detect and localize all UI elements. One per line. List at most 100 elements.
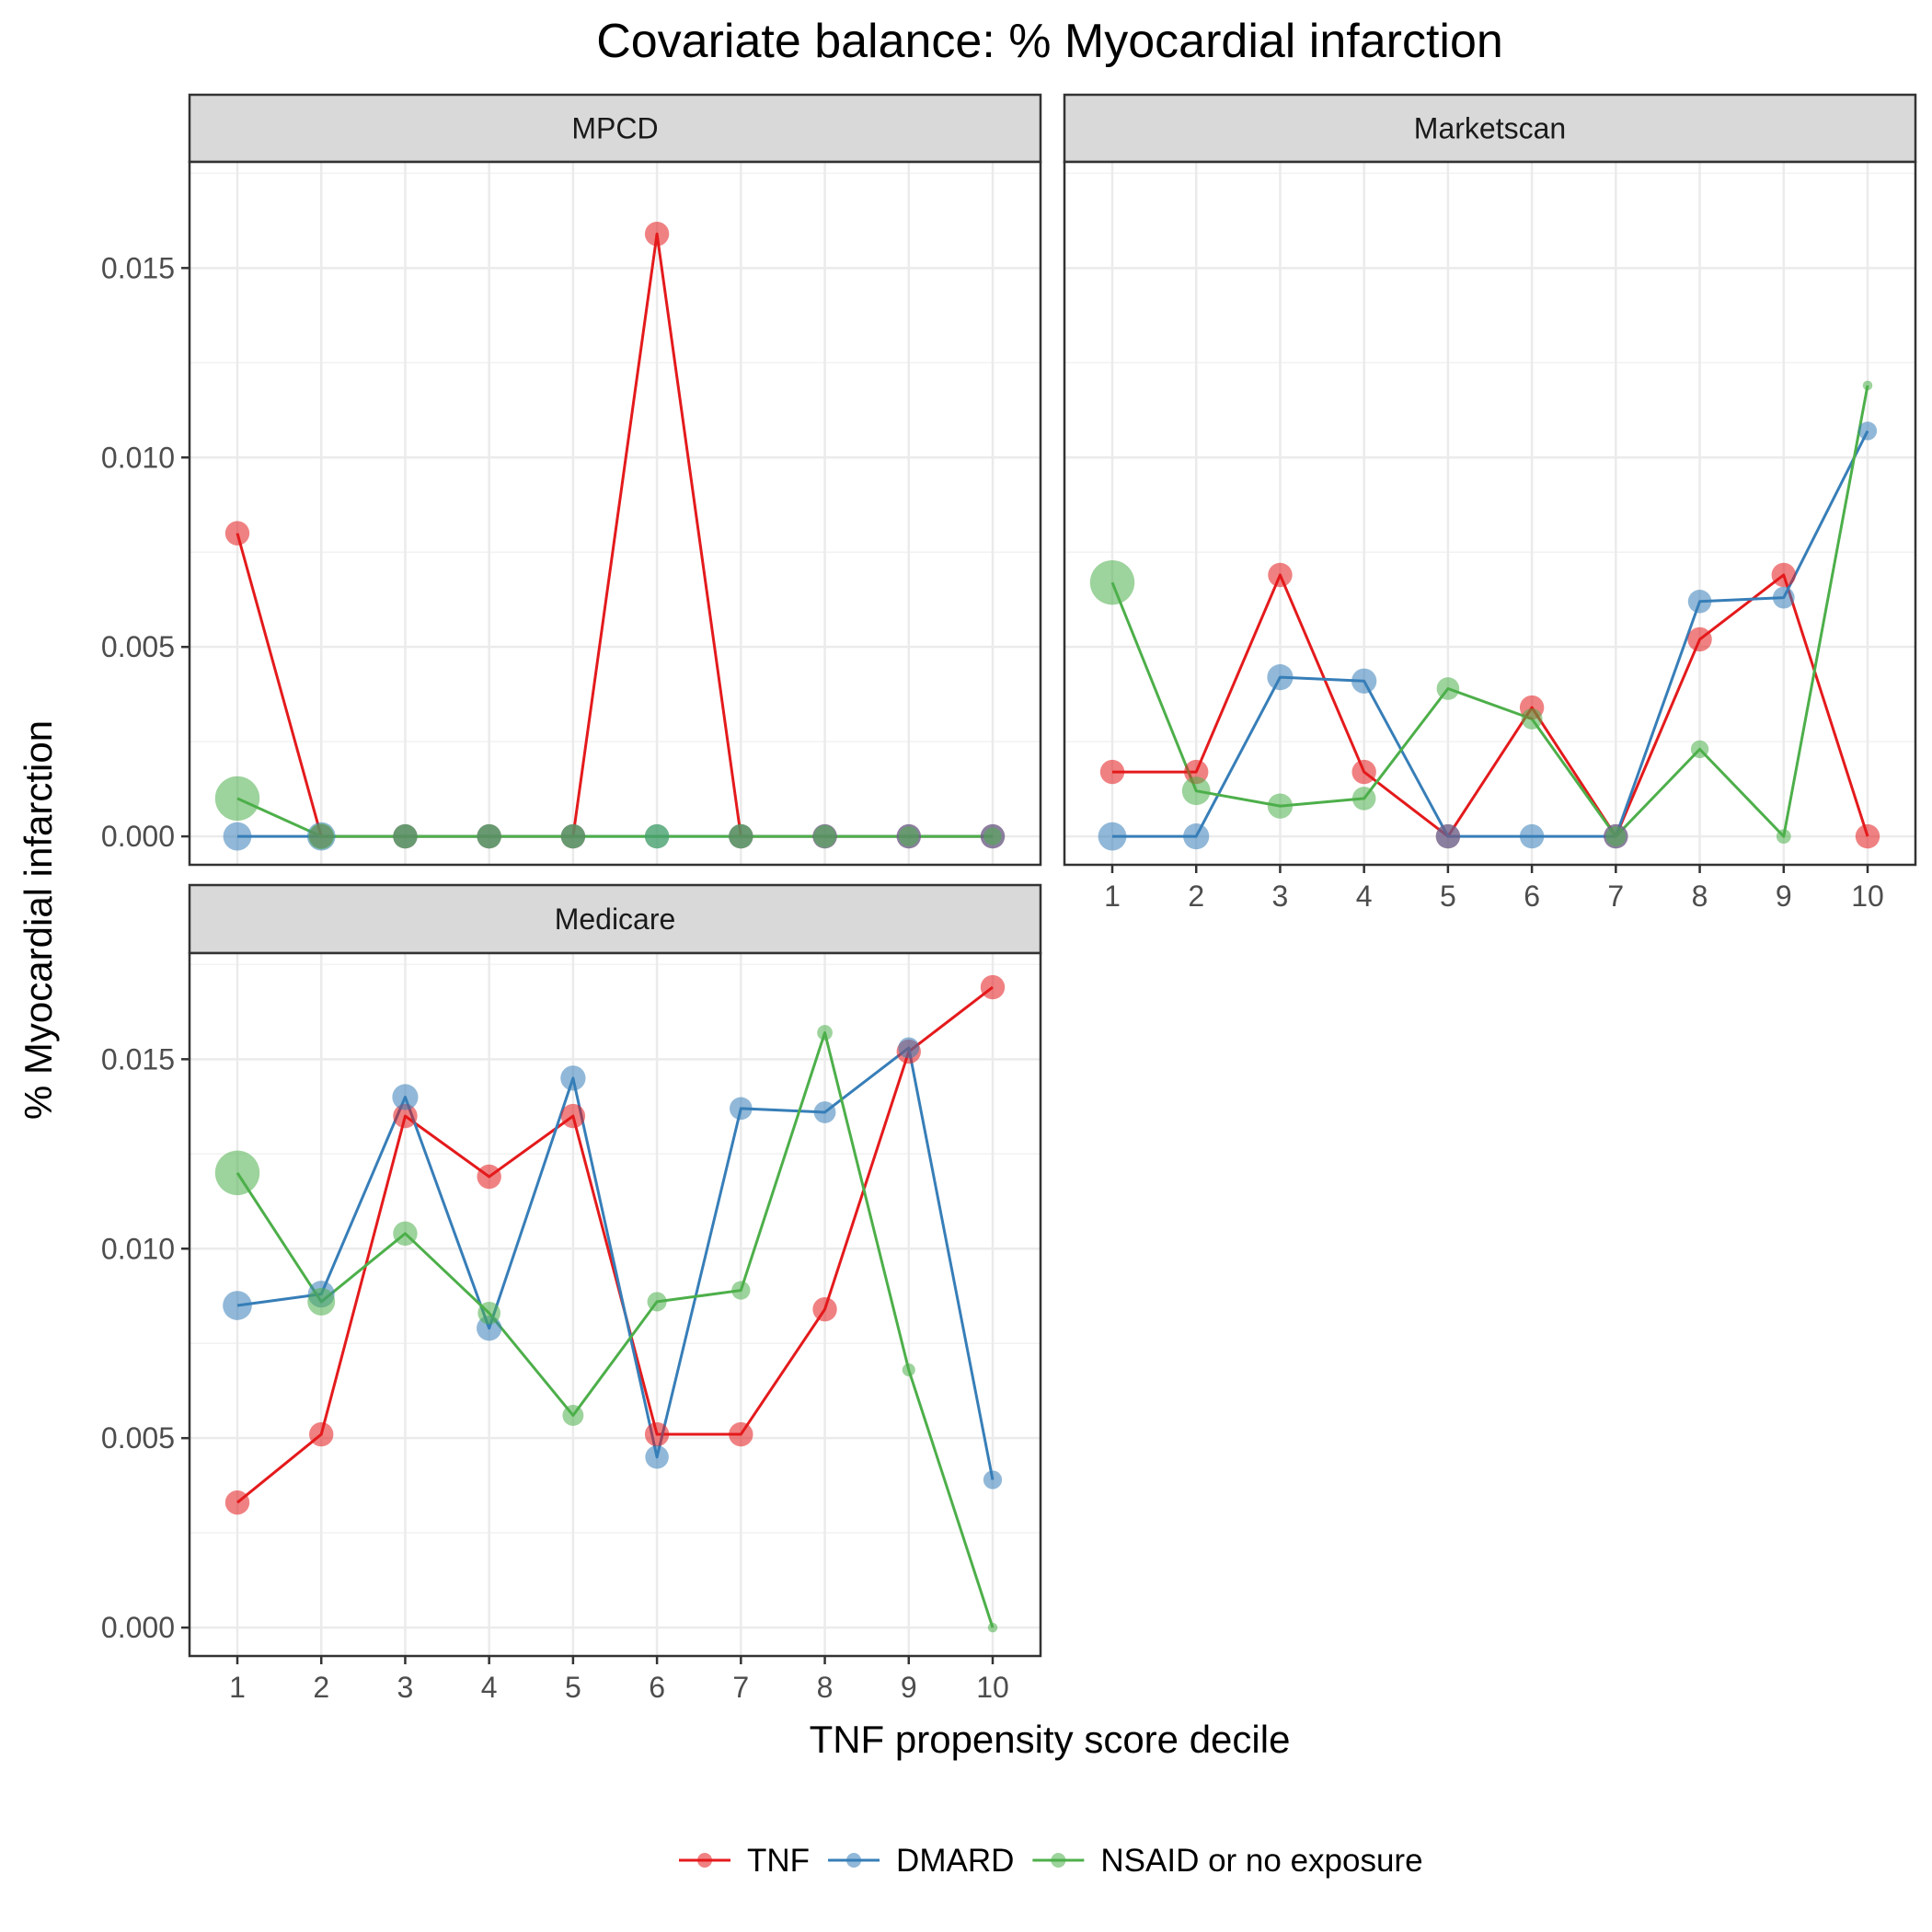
x-tick-label: 1 [1104,880,1121,913]
data-point [307,1287,336,1316]
data-point [1351,668,1377,694]
chart-title: Covariate balance: % Myocardial infarcti… [596,15,1503,68]
data-point [902,1363,915,1377]
series-line-dmard [1111,430,1869,838]
data-point [983,827,1002,845]
data-point [308,823,335,850]
facet-strip-label: Marketscan [1414,112,1566,145]
x-axis: 1 2 3 4 5 6 7 8 9 10 [1104,865,1884,913]
x-tick-label: 5 [565,1671,581,1704]
data-point [477,1164,501,1190]
panel-background [190,162,1041,865]
data-point [1183,823,1210,850]
data-point [214,776,260,822]
y-tick-label: 0.015 [101,1042,175,1075]
x-tick-label: 3 [397,1671,414,1704]
data-point [1089,559,1135,605]
series-points-nsaid-or-no-exposure [214,776,1002,850]
legend-key-point [1051,1853,1066,1868]
data-point [1857,421,1878,441]
y-tick-label: 0.010 [101,1232,175,1265]
x-tick-label: 9 [901,1671,917,1704]
data-point [987,1622,998,1633]
data-point [731,1281,751,1300]
data-point [1268,562,1293,588]
x-tick-label: 7 [1607,880,1624,913]
data-point [647,1292,667,1312]
facet-strip-label: Medicare [555,903,676,936]
data-point [1690,740,1709,759]
panel-border [188,951,1042,1658]
y-axis: 0.000 0.005 0.010 0.015 [101,251,190,853]
panel-marketscan: Marketscan 1 2 3 4 5 6 7 8 9 10 [1063,93,1917,913]
panel-medicare: Medicare 0.000 0.005 0.010 0.015 1 2 3 4 5 6 7 8 9 10 [101,883,1042,1704]
x-tick-label: 1 [229,1671,246,1704]
data-point [1184,759,1209,785]
x-tick-label: 8 [817,1671,834,1704]
x-tick-label: 4 [1356,880,1373,913]
data-point [980,974,1006,1000]
panel-mpcd: MPCD 0.000 0.005 0.010 0.015 [101,93,1042,867]
x-tick-label: 3 [1272,880,1289,913]
data-point [214,1150,260,1196]
data-point [1687,589,1712,614]
legend-item-tnf: TNF [679,1843,810,1879]
data-point [560,1065,586,1091]
legend-item-dmard: DMARD [828,1843,1014,1879]
series-points-nsaid-or-no-exposure [1089,380,1873,847]
x-tick-label: 7 [732,1671,749,1704]
facet-strip [1063,93,1917,164]
x-tick-label: 6 [649,1671,665,1704]
data-point [730,1097,753,1121]
data-point [1772,586,1795,609]
data-point [1855,823,1880,849]
legend: TNF DMARD NSAID or no exposure [679,1843,1423,1879]
data-point [224,1489,250,1515]
data-point [309,1421,334,1447]
x-tick-label: 6 [1524,880,1540,913]
data-point [1267,664,1294,691]
data-point [393,1221,418,1246]
y-tick-label: 0.005 [101,630,175,663]
data-point [1099,759,1125,785]
data-point [1436,677,1460,700]
legend-label: NSAID or no exposure [1100,1843,1422,1879]
series-points-dmard [1098,421,1878,851]
series-line-nsaid-or-no-exposure [236,1030,995,1628]
y-tick-label: 0.005 [101,1421,175,1455]
series-line-tnf [236,985,994,1504]
data-point [560,1103,586,1129]
x-axis-title: TNF propensity score decile [810,1718,1291,1761]
gridlines [190,162,1041,865]
data-point [1098,822,1127,851]
y-tick-label: 0.015 [101,251,175,284]
legend-label: TNF [747,1843,810,1879]
x-tick-label: 4 [481,1671,498,1704]
data-point [1862,380,1873,391]
x-tick-label: 10 [976,1671,1009,1704]
data-point [644,222,670,247]
data-point [729,823,753,849]
series-line-nsaid-or-no-exposure [1110,385,1869,838]
panel-border [1063,160,1917,867]
data-point [1267,793,1294,819]
legend-key-point [697,1853,712,1868]
x-tick-label: 10 [1851,880,1884,913]
data-point [1605,826,1627,847]
legend-key-point [846,1853,862,1868]
y-tick-label: 0.010 [101,441,175,474]
data-point [813,824,836,848]
data-point [392,1084,419,1110]
panels-layer: MPCD 0.000 0.005 0.010 0.015 Marketscan 1 2 3 4 5 6… [101,93,1917,1704]
data-point [1181,776,1211,806]
facet-strip [188,93,1042,164]
x-tick-label: 9 [1776,880,1792,913]
data-point [560,823,586,849]
data-point [644,1421,670,1447]
legend-label: DMARD [896,1843,1014,1879]
data-point [898,1037,920,1059]
data-point [1519,823,1545,849]
data-point [1776,829,1791,845]
